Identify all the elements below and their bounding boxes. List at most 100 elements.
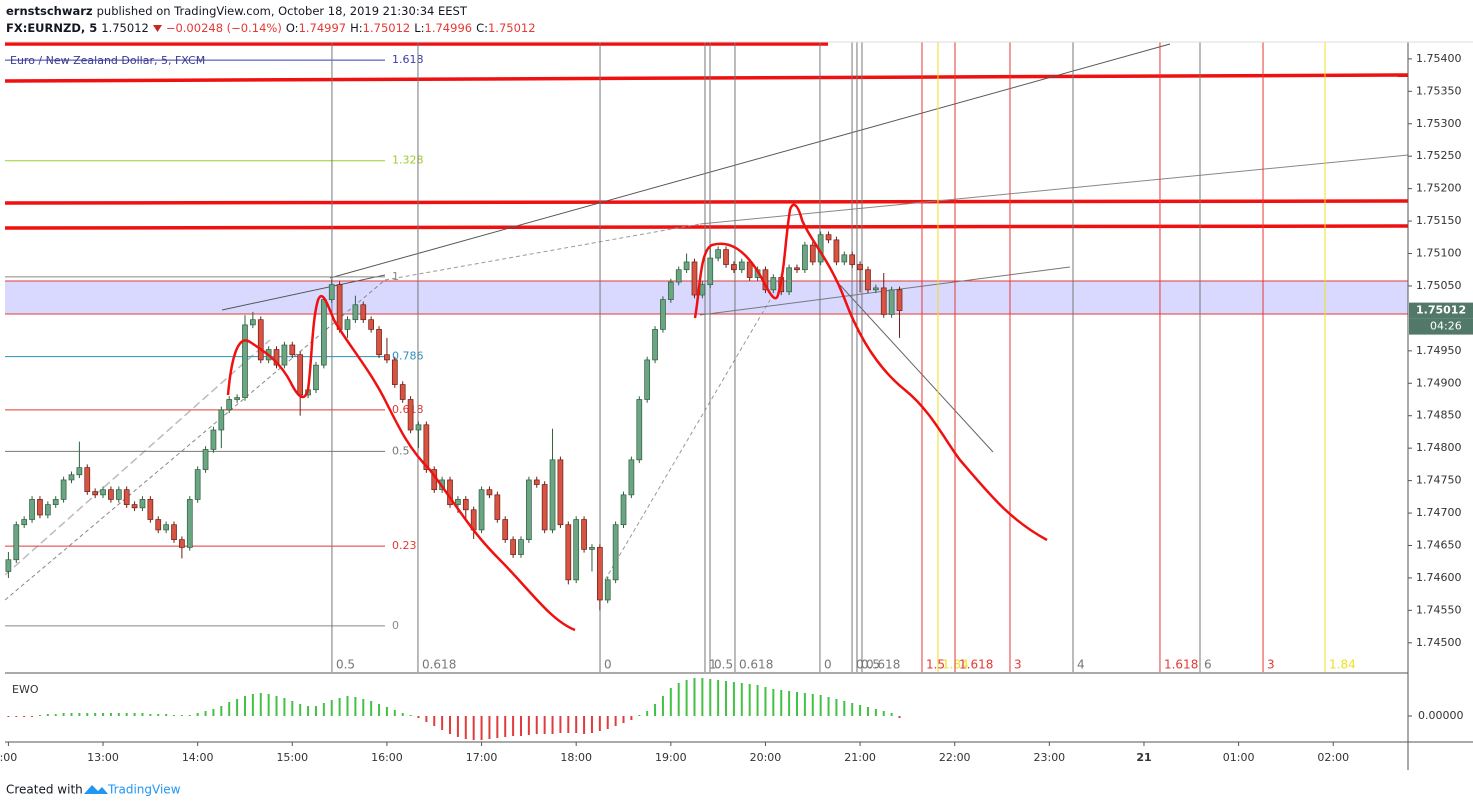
candle-body bbox=[391, 359, 398, 385]
ewo-bar bbox=[709, 679, 712, 716]
footer-text: Created with bbox=[6, 783, 83, 797]
candle-body bbox=[115, 489, 122, 500]
candle-body bbox=[541, 484, 548, 531]
plot: 1.6181.32810.7860.6180.50.2300.50.618010… bbox=[0, 42, 1473, 764]
ewo-bar bbox=[590, 716, 593, 733]
ewo-bar bbox=[504, 716, 507, 737]
candle-body bbox=[360, 304, 367, 321]
candle-body bbox=[218, 409, 225, 431]
candle-body bbox=[92, 491, 99, 496]
candle-body bbox=[131, 504, 138, 509]
candle-body bbox=[52, 499, 59, 505]
candle-body bbox=[873, 287, 879, 291]
candle-body bbox=[123, 489, 130, 505]
change: −0.00248 (−0.14%) bbox=[165, 21, 282, 35]
candle-body bbox=[273, 349, 280, 366]
symbol-line: FX:EURNZD, 5 1.75012 −0.00248 (−0.14%) O… bbox=[6, 21, 540, 35]
candle-body bbox=[533, 479, 540, 485]
candle-body bbox=[13, 524, 20, 561]
ohlc: O: 1.74997 H: 1.75012 L: 1.74996 C: 1.75012 bbox=[286, 21, 540, 35]
ewo-bar bbox=[575, 716, 578, 733]
candle-body bbox=[60, 479, 67, 500]
ewo-bar bbox=[725, 681, 728, 716]
ewo-bar bbox=[788, 691, 791, 716]
ewo-bar bbox=[228, 702, 231, 716]
trend-dashed bbox=[604, 299, 771, 581]
y-tick-label: 1.75300 bbox=[1416, 117, 1462, 130]
candle-body bbox=[604, 579, 611, 601]
x-tick-label: 22:00 bbox=[939, 751, 971, 764]
x-tick-label: :00 bbox=[0, 751, 17, 764]
x-tick-label: 21 bbox=[1136, 751, 1151, 764]
candle-body bbox=[328, 284, 335, 300]
y-tick-label: 1.74950 bbox=[1416, 344, 1462, 357]
time-line-label: 3 bbox=[1014, 658, 1022, 672]
candle-body bbox=[281, 344, 288, 366]
ewo-bar bbox=[314, 706, 317, 716]
symbol: FX:EURNZD, 5 bbox=[6, 21, 98, 35]
x-tick-label: 21:00 bbox=[844, 751, 876, 764]
ewo-bar bbox=[133, 713, 136, 716]
time-line-label: 4 bbox=[1077, 658, 1085, 672]
ewo-bar bbox=[740, 683, 743, 716]
x-tick-label: 16:00 bbox=[371, 751, 403, 764]
candle-body bbox=[896, 289, 903, 311]
ewo-bar bbox=[772, 689, 775, 716]
ewo-bar bbox=[393, 710, 396, 716]
ewo-bar bbox=[685, 680, 688, 716]
candle-body bbox=[376, 329, 382, 356]
ewo-bar bbox=[638, 715, 641, 716]
candle-body bbox=[486, 489, 493, 496]
candle-body bbox=[620, 494, 627, 526]
y-tick-label: 1.74850 bbox=[1416, 409, 1462, 422]
ewo-bar bbox=[803, 693, 806, 716]
ewo-bar bbox=[449, 716, 452, 734]
forecast-curve bbox=[693, 203, 1048, 542]
ewo-bar bbox=[267, 694, 270, 716]
x-tick-label: 18:00 bbox=[560, 751, 592, 764]
x-tick-label: 01:00 bbox=[1223, 751, 1255, 764]
ewo-bar bbox=[433, 716, 436, 726]
ewo-bar bbox=[811, 694, 814, 716]
candle-body bbox=[226, 399, 233, 411]
ewo-bar bbox=[7, 716, 10, 717]
candle-body bbox=[384, 354, 390, 361]
ewo-bar bbox=[866, 707, 869, 716]
x-tick-label: 20:00 bbox=[750, 751, 782, 764]
ohlc-value: 1.74997 bbox=[298, 21, 347, 35]
time-line-label: 1.618 bbox=[1164, 658, 1198, 672]
candle-body bbox=[786, 267, 792, 293]
x-tick-label: 13:00 bbox=[87, 751, 119, 764]
candle-body bbox=[660, 299, 666, 330]
publish-line: ernstschwarz published on TradingView.co… bbox=[6, 4, 467, 18]
candle-body bbox=[691, 261, 698, 296]
drawings-back bbox=[5, 42, 1408, 601]
ewo-bar bbox=[102, 713, 105, 716]
ewo-bar bbox=[567, 716, 570, 733]
candle-body bbox=[494, 494, 501, 520]
candle-body bbox=[675, 269, 682, 283]
ewo-bar bbox=[378, 704, 381, 716]
ewo-bar bbox=[346, 696, 349, 716]
ewo-bar bbox=[236, 699, 239, 716]
author: ernstschwarz bbox=[6, 4, 93, 18]
ewo-bar bbox=[251, 694, 254, 716]
candle-body bbox=[589, 547, 595, 550]
ewo-bar bbox=[243, 696, 246, 716]
candle-body bbox=[242, 324, 248, 398]
ewo-bar bbox=[31, 716, 34, 717]
ewo-bar bbox=[204, 711, 207, 716]
y-tick-label: 1.75400 bbox=[1416, 52, 1462, 65]
candle-body bbox=[731, 264, 737, 271]
time-line-label: 1.84 bbox=[1329, 658, 1356, 672]
ewo-bar bbox=[527, 716, 530, 735]
candle-body bbox=[5, 559, 12, 572]
candle-body bbox=[683, 261, 690, 271]
ewo-bar bbox=[46, 714, 49, 716]
y-tick-label: 1.75200 bbox=[1416, 182, 1462, 195]
ewo-bar bbox=[819, 695, 822, 716]
candle-body bbox=[667, 281, 674, 300]
ewo-bar bbox=[283, 698, 286, 716]
candle-body bbox=[250, 319, 256, 326]
